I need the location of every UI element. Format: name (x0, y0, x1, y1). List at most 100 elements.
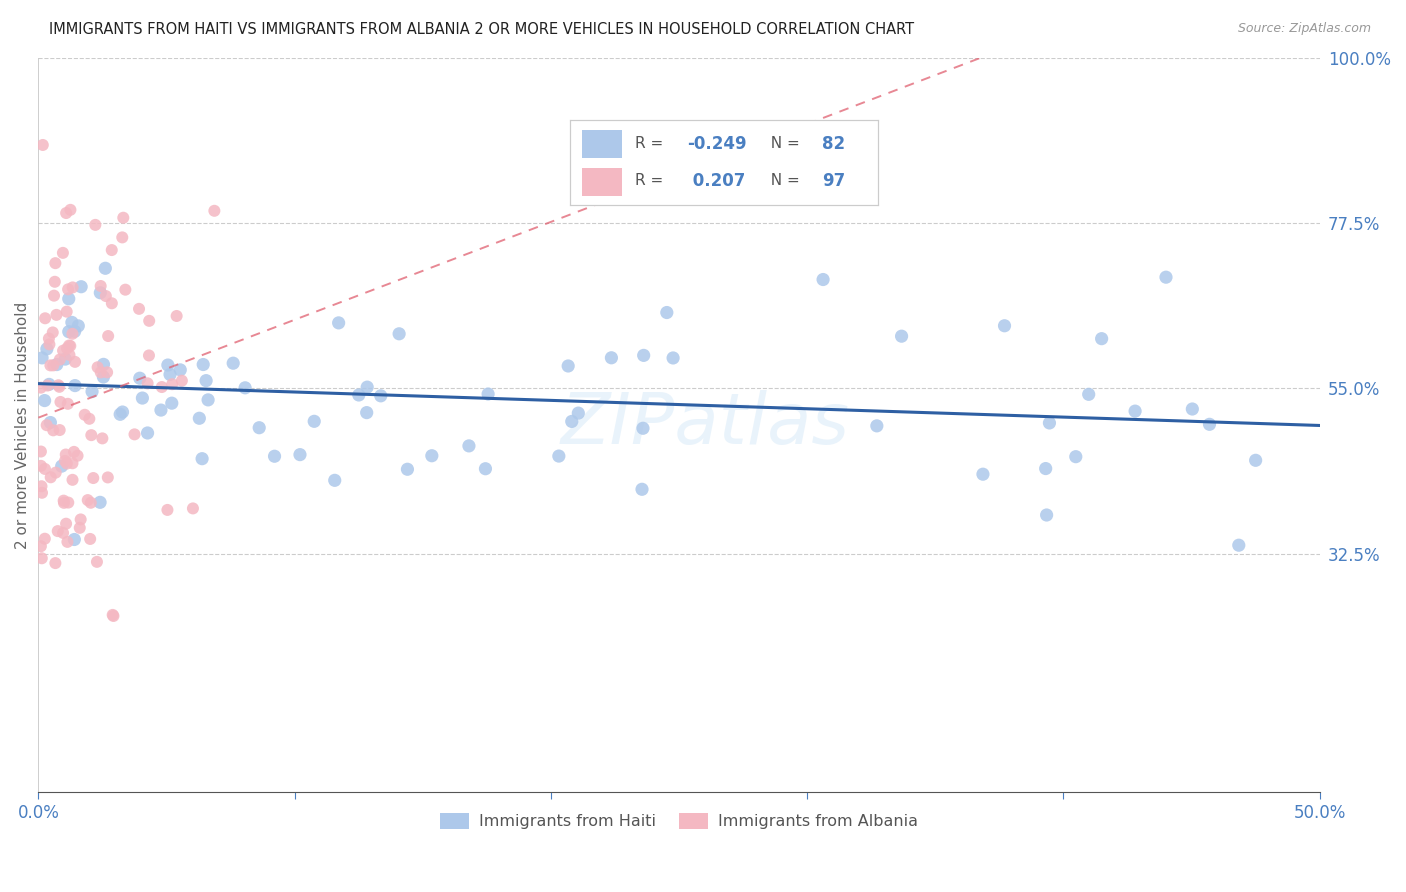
Point (38, 377, 60, 392)
Point (370, 389, 392, 403)
Point (1154, 270, 1177, 285)
Point (39, 359, 62, 373)
Point (1035, 461, 1057, 475)
Point (37, 378, 59, 392)
Point (97, 470, 120, 484)
Point (96, 365, 118, 379)
Text: IMMIGRANTS FROM HAITI VS IMMIGRANTS FROM ALBANIA 2 OR MORE VEHICLES IN HOUSEHOLD: IMMIGRANTS FROM HAITI VS IMMIGRANTS FROM… (49, 22, 914, 37)
Point (160, 396, 183, 410)
Point (89, 285, 111, 300)
Point (46, 524, 69, 538)
Point (1227, 538, 1250, 552)
Point (347, 388, 370, 402)
Point (136, 425, 159, 440)
Point (150, 380, 173, 394)
Point (44, 256, 66, 270)
Point (94, 261, 117, 276)
Point (1123, 404, 1146, 418)
Point (58, 338, 80, 352)
Point (56, 397, 79, 411)
Point (86, 360, 108, 375)
Point (89, 495, 111, 509)
Point (59, 339, 82, 353)
Point (38, 332, 60, 346)
Point (45, 308, 67, 322)
Text: ZIPatlas: ZIPatlas (560, 391, 849, 459)
Point (1035, 508, 1057, 522)
Point (42, 423, 65, 437)
Point (39, 416, 62, 430)
Point (34, 393, 56, 408)
Point (631, 421, 654, 435)
Point (58, 348, 80, 362)
Point (30, 444, 52, 458)
Point (328, 316, 350, 330)
Point (195, 374, 218, 388)
Point (38, 337, 60, 351)
Point (600, 351, 623, 365)
Point (31, 551, 53, 566)
Point (42, 288, 65, 302)
Point (890, 329, 912, 343)
Point (101, 296, 124, 310)
Point (79, 411, 101, 425)
Point (288, 448, 311, 462)
Point (63, 355, 86, 369)
Point (111, 405, 134, 419)
Point (34, 462, 56, 476)
Point (39, 470, 62, 484)
Point (323, 473, 346, 487)
Point (48, 423, 70, 437)
Point (131, 391, 153, 405)
Point (62, 326, 84, 341)
Point (1091, 332, 1114, 346)
Point (52, 525, 75, 540)
Point (34, 311, 56, 326)
Point (58, 325, 80, 339)
Point (633, 348, 655, 362)
Point (86, 555, 108, 569)
Point (263, 449, 285, 463)
Point (302, 414, 325, 428)
Point (396, 462, 419, 476)
Text: Source: ZipAtlas.com: Source: ZipAtlas.com (1237, 22, 1371, 36)
Point (53, 454, 76, 468)
Point (31, 138, 53, 153)
Point (30, 458, 52, 473)
Point (63, 324, 86, 338)
Point (557, 359, 579, 373)
Point (114, 283, 136, 297)
Point (166, 309, 188, 323)
Point (82, 471, 104, 485)
Point (222, 356, 245, 370)
Point (202, 203, 225, 218)
Point (655, 305, 678, 319)
Point (128, 301, 150, 316)
Point (63, 378, 86, 392)
Point (112, 211, 135, 225)
Point (55, 448, 77, 462)
Point (100, 243, 122, 257)
Point (561, 414, 583, 428)
Point (60, 315, 83, 329)
Point (48, 380, 70, 394)
Point (128, 371, 150, 385)
Point (52, 245, 75, 260)
Point (56, 534, 79, 549)
Point (94, 289, 117, 303)
Point (193, 358, 215, 372)
Point (31, 351, 53, 365)
Point (45, 466, 67, 480)
Point (66, 449, 89, 463)
Point (53, 496, 76, 510)
Point (662, 351, 685, 365)
Point (56, 342, 79, 356)
Point (247, 421, 270, 435)
Point (62, 280, 84, 294)
Point (170, 374, 193, 388)
Point (44, 275, 66, 289)
Point (1181, 402, 1204, 417)
Point (101, 607, 124, 622)
Point (42, 326, 65, 340)
Point (80, 496, 103, 510)
